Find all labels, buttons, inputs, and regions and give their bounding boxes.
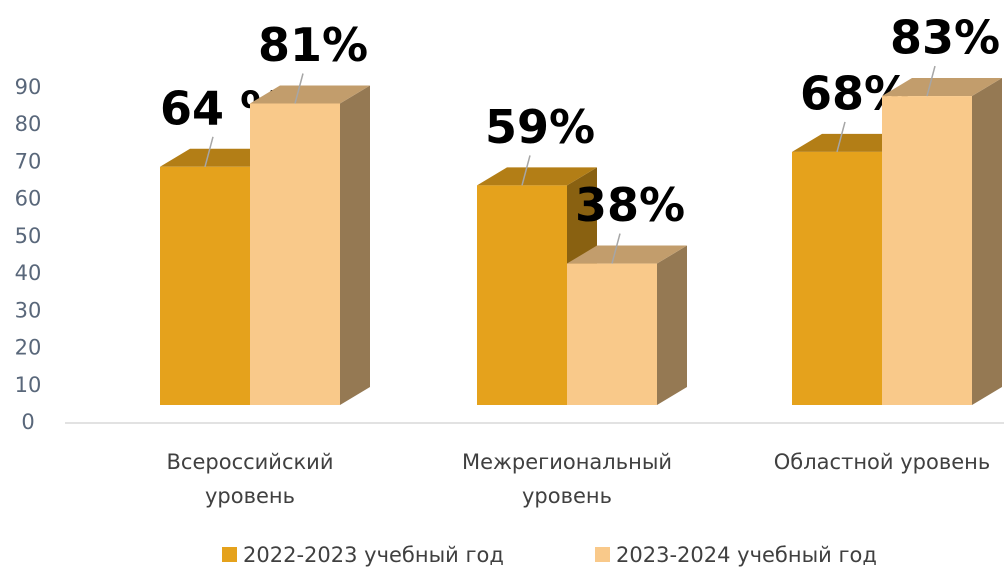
y-tick-label: 90 — [15, 75, 42, 99]
data-label: 83% — [890, 11, 1000, 65]
x-tick-label: Межрегиональный уровень — [461, 450, 673, 508]
y-tick-label: 20 — [15, 336, 42, 360]
legend-label: 2023-2024 учебный год — [616, 543, 877, 567]
bar — [882, 96, 972, 406]
leader-line — [611, 233, 621, 264]
leader-line — [836, 121, 846, 153]
y-tick-label: 80 — [15, 112, 42, 136]
data-label: 59% — [485, 100, 595, 154]
bar-top — [567, 245, 687, 264]
y-tick-label: 60 — [15, 187, 42, 211]
legend-label: 2022-2023 учебный год — [243, 543, 504, 567]
y-tick-label: 40 — [15, 261, 42, 285]
x-tick-label: Областной уровень — [773, 450, 991, 474]
legend-swatch — [222, 547, 237, 562]
bar-side — [657, 245, 687, 405]
leader-line — [204, 136, 214, 167]
bar — [160, 166, 250, 405]
y-tick-label: 30 — [15, 298, 42, 322]
bar — [792, 151, 882, 405]
data-label: 38% — [575, 178, 685, 232]
y-tick-label: 50 — [15, 224, 42, 248]
bar — [567, 263, 657, 405]
bar — [250, 103, 340, 405]
bar-top — [477, 167, 597, 186]
y-tick-label: 0 — [21, 410, 34, 434]
bar-side — [340, 85, 370, 405]
y-tick-label: 10 — [15, 373, 42, 397]
leader-line — [926, 65, 936, 97]
bar — [477, 185, 567, 405]
bar-top — [250, 85, 370, 104]
bar-top — [882, 78, 1002, 97]
legend-swatch — [595, 547, 610, 562]
x-tick-label: Всероссийский уровень — [166, 450, 334, 508]
leader-line — [521, 155, 531, 186]
data-label: 81% — [258, 18, 368, 72]
bar-side — [972, 78, 1002, 406]
y-tick-label: 70 — [15, 149, 42, 173]
leader-line — [294, 73, 304, 104]
